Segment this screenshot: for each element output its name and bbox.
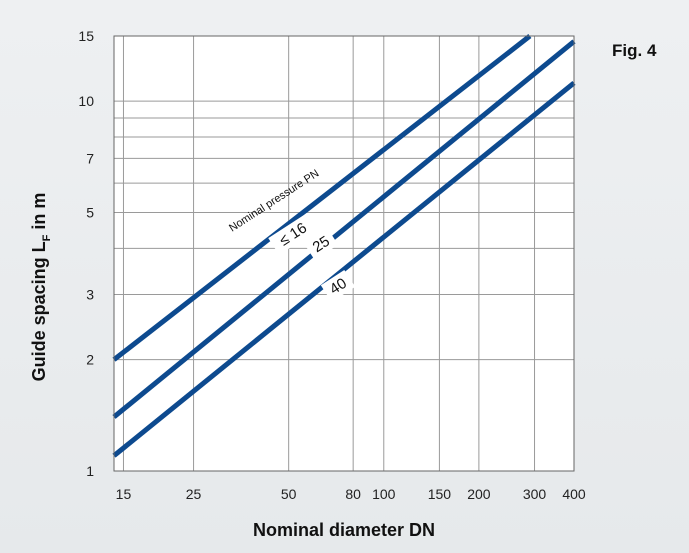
- series-line-2: [112, 39, 576, 419]
- y-axis-title-unit: in m: [29, 193, 49, 235]
- x-tick-labels: 15 25 50 80 100 150 200 300 400: [116, 486, 586, 502]
- x-tick-label: 300: [523, 486, 547, 502]
- x-tick-label: 150: [428, 486, 452, 502]
- series-lines: [112, 34, 576, 458]
- series-label-backdrop: [268, 213, 318, 255]
- series-label-backdrop: [303, 227, 339, 261]
- y-axis-title-subscript: F: [41, 234, 53, 241]
- series-line-3: [112, 80, 576, 458]
- x-tick-label: 400: [562, 486, 586, 502]
- y-axis-title-main: Guide spacing L: [29, 241, 49, 381]
- x-axis-title: Nominal diameter DN: [253, 520, 435, 540]
- series-label-2: 25: [310, 233, 333, 256]
- x-tick-label: 50: [281, 486, 297, 502]
- x-tick-label: 80: [345, 486, 361, 502]
- x-tick-label: 100: [372, 486, 396, 502]
- x-tick-label: 15: [116, 486, 132, 502]
- y-tick-label: 7: [86, 150, 94, 166]
- y-axis-title: Guide spacing LF in m: [29, 193, 53, 382]
- y-tick-label: 3: [86, 287, 94, 303]
- y-tick-label: 2: [86, 352, 94, 368]
- plot-frame: [113, 35, 575, 472]
- series-line-1: [112, 34, 532, 362]
- series-label-backdrop: [320, 269, 356, 303]
- y-tick-label: 5: [86, 204, 94, 220]
- series-label-group-2: 25: [303, 227, 339, 261]
- plot-area: [114, 36, 574, 471]
- y-tick-label: 15: [78, 28, 94, 44]
- x-tick-label: 25: [186, 486, 202, 502]
- figure-label: Fig. 4: [612, 41, 657, 60]
- series-label-3: 40: [327, 275, 350, 298]
- x-tick-label: 200: [467, 486, 491, 502]
- y-tick-labels: 1 2 3 5 7 10 15: [78, 28, 94, 479]
- series-label-group-3: 40: [320, 269, 356, 303]
- y-tick-label: 10: [78, 93, 94, 109]
- y-tick-label: 1: [86, 463, 94, 479]
